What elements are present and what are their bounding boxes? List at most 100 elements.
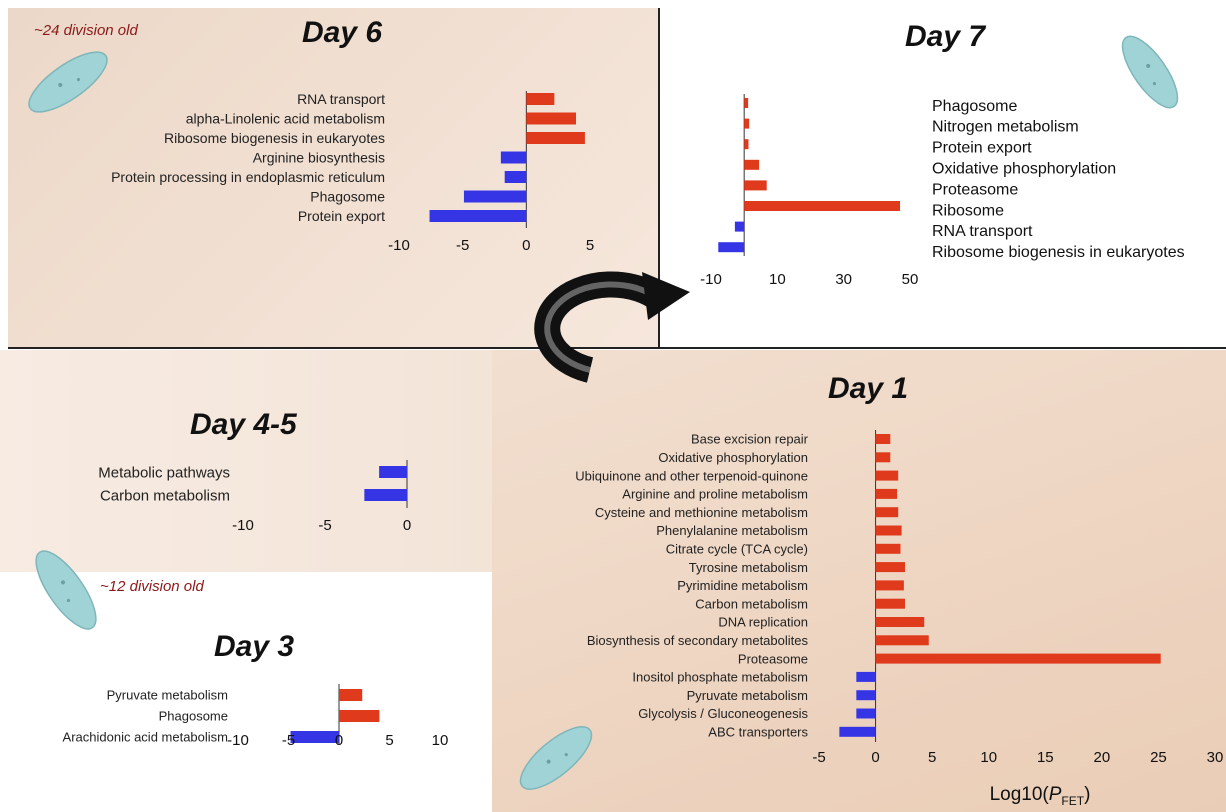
bar: [856, 708, 876, 719]
day3-title: Day 3: [214, 630, 295, 663]
bar: [875, 507, 899, 518]
category-label: Metabolic pathways: [98, 464, 230, 481]
bar: [364, 489, 407, 501]
bar: [875, 488, 898, 499]
category-label: Tyrosine metabolism: [689, 560, 808, 575]
category-label: Arginine biosynthesis: [253, 150, 385, 166]
bar: [875, 562, 905, 573]
bar: [875, 434, 891, 444]
tick-label: 20: [1094, 749, 1111, 766]
bar: [290, 731, 339, 743]
category-label: Inositol phosphate metabolism: [632, 670, 808, 685]
bar: [856, 690, 876, 701]
bar: [875, 543, 901, 554]
category-label: Pyrimidine metabolism: [677, 578, 808, 593]
tick-label: -10: [700, 271, 722, 288]
bar: [526, 132, 585, 144]
bar: [744, 180, 767, 191]
bar: [875, 653, 1161, 664]
bar: [463, 190, 527, 203]
category-label: ABC transporters: [708, 724, 808, 739]
category-label: Protein export: [298, 208, 385, 224]
tick-label: 10: [980, 749, 997, 766]
category-label: Carbon metabolism: [100, 487, 230, 504]
category-label: RNA transport: [932, 223, 1033, 240]
category-label: Arginine and proline metabolism: [622, 487, 808, 502]
bar: [875, 452, 891, 463]
bar: [875, 525, 902, 536]
bar: [504, 171, 527, 183]
bar: [718, 242, 745, 253]
tick-label: 30: [1207, 749, 1224, 766]
tick-label: 30: [835, 271, 852, 288]
day45-panel: [0, 350, 500, 572]
bar: [875, 470, 899, 481]
category-label: Pyruvate metabolism: [107, 688, 228, 703]
day45-title: Day 4-5: [190, 408, 297, 441]
bar: [429, 210, 527, 222]
tick-label: 25: [1150, 749, 1167, 766]
bar: [744, 139, 749, 150]
tick-label: 10: [432, 732, 449, 749]
bar: [875, 635, 929, 646]
tick-label: 5: [928, 749, 936, 766]
tick-label: -5: [282, 732, 295, 749]
division-note-12: ~12 division old: [100, 578, 204, 595]
category-label: Carbon metabolism: [695, 596, 808, 611]
tick-label: 10: [769, 271, 786, 288]
category-label: Arachidonic acid metabolism: [63, 730, 228, 745]
tick-label: 5: [586, 237, 594, 254]
category-label: Nitrogen metabolism: [932, 119, 1079, 136]
bar: [744, 118, 750, 129]
category-label: Base excision repair: [691, 432, 809, 447]
day7-title: Day 7: [905, 20, 986, 53]
bar: [500, 151, 527, 164]
tick-label: -5: [456, 237, 469, 254]
category-label: Ribosome biogenesis in eukaryotes: [164, 130, 385, 146]
tick-label: 0: [871, 749, 879, 766]
bar: [839, 726, 876, 737]
tick-label: -10: [232, 517, 254, 534]
category-label: RNA transport: [297, 91, 385, 107]
category-label: Biosynthesis of secondary metabolites: [587, 633, 809, 648]
tick-label: 15: [1037, 749, 1054, 766]
x-axis-label: Log10(PFET): [990, 784, 1091, 808]
tick-label: 0: [522, 237, 530, 254]
category-label: Oxidative phosphorylation: [658, 450, 808, 465]
tick-label: 5: [385, 732, 393, 749]
category-label: Pyruvate metabolism: [687, 688, 808, 703]
category-label: Phagosome: [310, 189, 385, 205]
tick-label: 0: [403, 517, 411, 534]
tick-label: -10: [227, 732, 249, 749]
bar: [875, 617, 925, 627]
tick-label: -10: [388, 237, 410, 254]
bar: [744, 201, 901, 211]
category-label: Ubiquinone and other terpenoid-quinone: [575, 468, 808, 483]
category-label: Phagosome: [932, 98, 1017, 115]
bar: [875, 598, 905, 609]
category-label: Oxidative phosphorylation: [932, 160, 1116, 177]
category-label: Protein processing in endoplasmic reticu…: [111, 169, 385, 185]
category-label: Protein export: [932, 140, 1032, 157]
bar: [526, 112, 576, 125]
bar: [875, 580, 904, 591]
category-label: Glycolysis / Gluconeogenesis: [638, 706, 808, 721]
category-label: Proteasome: [738, 651, 808, 666]
bar: [744, 159, 760, 170]
day6-title: Day 6: [302, 16, 383, 49]
vertical-divider: [658, 8, 660, 348]
category-label: alpha-Linolenic acid metabolism: [186, 111, 385, 127]
tick-label: 0: [335, 732, 343, 749]
category-label: Phagosome: [159, 709, 228, 724]
category-label: DNA replication: [718, 615, 808, 630]
division-note-24: ~24 division old: [34, 22, 138, 39]
category-label: Proteasome: [932, 181, 1018, 198]
bar: [744, 98, 749, 108]
category-label: Ribosome biogenesis in eukaryotes: [932, 244, 1185, 261]
category-label: Phenylalanine metabolism: [656, 523, 808, 538]
category-label: Cysteine and methionine metabolism: [595, 505, 808, 520]
bar: [339, 689, 363, 701]
tick-label: -5: [812, 749, 825, 766]
category-label: Citrate cycle (TCA cycle): [666, 541, 808, 556]
